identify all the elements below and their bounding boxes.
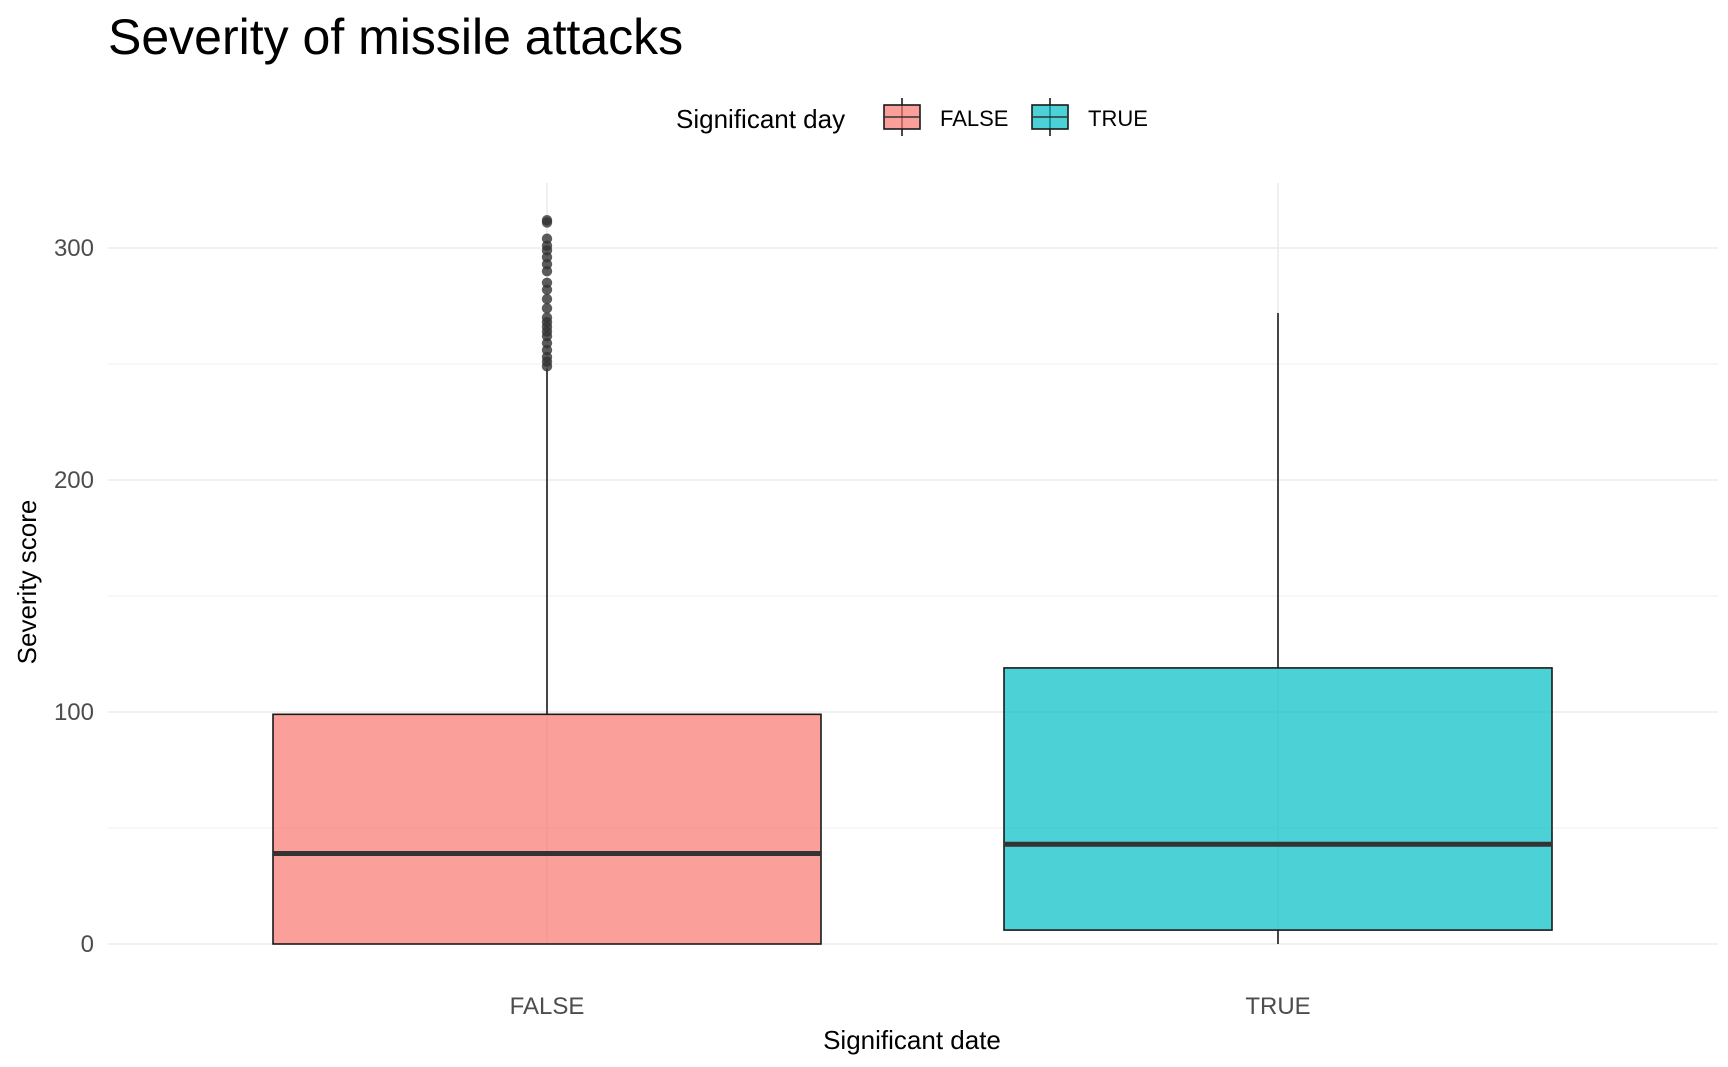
y-tick-label: 200	[54, 467, 94, 494]
y-axis-ticks: 0 100 200 300	[54, 235, 94, 958]
x-tick-label: TRUE	[1245, 993, 1310, 1020]
box-series	[272, 214, 1553, 945]
legend-key	[883, 98, 921, 136]
outlier-point	[541, 312, 553, 323]
y-tick-label: 100	[54, 699, 94, 726]
box-body	[1003, 667, 1553, 931]
x-tick-label: FALSE	[510, 993, 585, 1020]
box-true	[1003, 312, 1553, 944]
x-axis-title: Significant date	[823, 1025, 1001, 1055]
legend-title: Significant day	[676, 104, 845, 134]
y-tick-label: 0	[81, 931, 94, 958]
y-axis-title: Severity score	[12, 500, 42, 665]
box-body	[272, 713, 822, 945]
legend-key	[1031, 98, 1069, 136]
chart-title: Severity of missile attacks	[108, 9, 683, 65]
outlier-point	[541, 233, 553, 244]
outlier-point	[541, 293, 553, 305]
outlier-point	[541, 303, 553, 314]
outlier-point	[541, 277, 553, 288]
box-false	[272, 214, 822, 945]
legend-label: TRUE	[1088, 106, 1148, 131]
x-axis-ticks: FALSE TRUE	[510, 993, 1311, 1020]
y-tick-label: 300	[54, 235, 94, 262]
legend-item-true: TRUE	[1031, 98, 1148, 136]
legend-item-false: FALSE	[883, 98, 1008, 136]
legend: Significant day FALSE TRUE	[676, 98, 1148, 136]
legend-label: FALSE	[940, 106, 1008, 131]
outlier-point	[541, 214, 553, 226]
